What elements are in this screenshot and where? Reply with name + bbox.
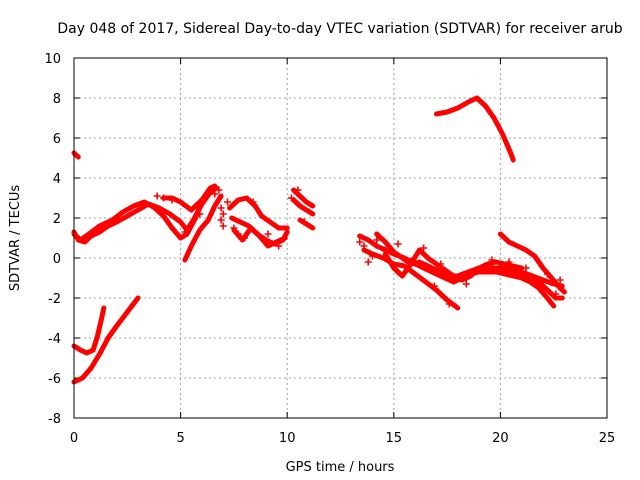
data-series-arc-12 [291, 197, 316, 217]
data-point [211, 190, 219, 198]
data-point [420, 244, 428, 252]
data-series-arc-5 [71, 189, 211, 243]
y-tick-label: -8 [48, 412, 61, 427]
y-tick-label: 10 [44, 52, 61, 67]
data-point [543, 270, 551, 278]
chart-title: Day 048 of 2017, Sidereal Day-to-day VTE… [57, 21, 622, 37]
data-series-arc-19 [497, 231, 567, 295]
data-point [160, 194, 168, 202]
x-tick-label: 0 [70, 431, 78, 446]
data-point [373, 236, 381, 244]
data-series-arc-8 [227, 195, 290, 231]
data-point [264, 230, 272, 238]
plot-area [71, 95, 567, 385]
data-point [356, 238, 364, 246]
data-point [275, 242, 283, 250]
data-point [381, 246, 389, 254]
x-axis-label: GPS time / hours [286, 460, 395, 475]
data-point [437, 260, 445, 268]
y-tick-label: -4 [48, 332, 61, 347]
data-point [505, 258, 513, 266]
data-series-arc-2 [71, 305, 107, 356]
data-point [217, 216, 225, 224]
data-point [153, 192, 161, 200]
data-point [488, 256, 496, 264]
points-layer [153, 186, 564, 308]
data-point [196, 210, 204, 218]
data-point [249, 198, 257, 206]
data-series-arc-15 [361, 247, 461, 311]
data-point [300, 218, 308, 226]
y-tick-labels: -8 -6 -4 -2 0 2 4 6 8 10 [44, 52, 61, 427]
series-layer [71, 95, 567, 385]
x-tick-labels: 0 5 10 15 20 25 [70, 431, 615, 446]
y-tick-label: 0 [53, 252, 61, 267]
x-tick-label: 15 [386, 431, 403, 446]
data-point [360, 242, 368, 250]
data-point [522, 264, 530, 272]
data-series-arc-3 [71, 295, 141, 385]
data-series-arc-7 [182, 193, 224, 263]
data-point [181, 228, 189, 236]
data-point [168, 196, 176, 204]
data-point [241, 234, 249, 242]
y-tick-label: 4 [53, 172, 61, 187]
data-point [462, 280, 470, 288]
data-point [430, 282, 438, 290]
grid-lines [74, 58, 607, 418]
y-axis-label: SDTVAR / TECUs [8, 185, 23, 292]
data-point [364, 258, 372, 266]
data-point [368, 252, 376, 260]
data-point [552, 290, 560, 298]
data-point [219, 222, 227, 230]
data-series-arc-11 [291, 187, 316, 209]
data-point [217, 204, 225, 212]
y-tick-label: -2 [48, 292, 61, 307]
plot-frame [73, 57, 608, 419]
x-tick-label: 20 [492, 431, 509, 446]
y-tick-label: 6 [53, 132, 61, 147]
data-point [219, 210, 227, 218]
data-point [230, 224, 238, 232]
data-point [287, 194, 295, 202]
axis-ticks [73, 57, 608, 419]
x-tick-label: 5 [176, 431, 184, 446]
y-tick-label: 2 [53, 212, 61, 227]
data-point [294, 186, 302, 194]
data-point [445, 300, 453, 308]
x-tick-label: 25 [599, 431, 616, 446]
data-point [224, 198, 232, 206]
data-series-arc-18 [408, 257, 465, 285]
data-point [556, 276, 564, 284]
y-tick-label: -6 [48, 372, 61, 387]
data-point [394, 240, 402, 248]
data-series-arc-21 [433, 95, 516, 163]
data-point [215, 186, 223, 194]
data-series-arc-1 [71, 150, 81, 160]
data-point [234, 230, 242, 238]
x-tick-label: 10 [279, 431, 296, 446]
y-tick-label: 8 [53, 92, 61, 107]
data-series-arc-20 [502, 267, 565, 301]
data-series-arc-10 [231, 225, 288, 249]
